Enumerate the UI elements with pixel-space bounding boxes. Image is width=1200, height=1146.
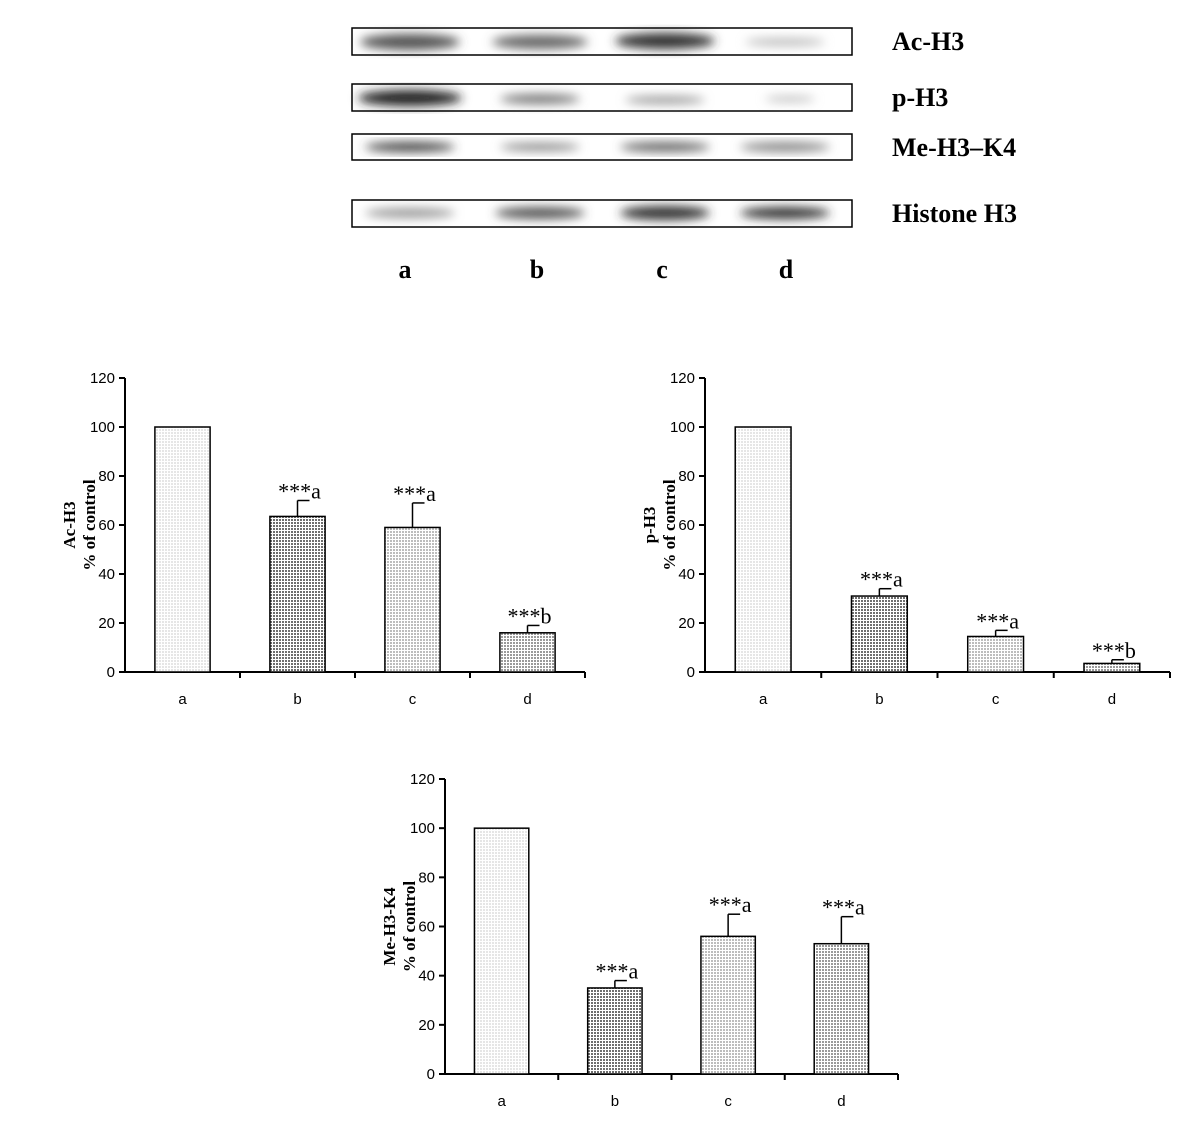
y-tick-label: 120 <box>90 370 115 387</box>
y-axis-label: % of control <box>400 881 419 973</box>
blot-row-label: p-H3 <box>892 83 948 112</box>
y-axis-label: p-H3 <box>640 507 659 544</box>
blot-row-label: Me-H3–K4 <box>892 133 1016 162</box>
y-tick-label: 80 <box>418 869 435 886</box>
bands <box>365 206 830 220</box>
y-tick-label: 100 <box>670 419 695 436</box>
x-tick-label: c <box>992 691 1000 708</box>
y-tick-label: 0 <box>107 664 115 681</box>
y-axis-label: Me-H3-K4 <box>380 887 399 966</box>
y-tick-label: 20 <box>678 615 695 632</box>
annotation: ***a <box>976 608 1019 633</box>
x-tick-label: b <box>293 691 301 708</box>
bands <box>365 142 830 152</box>
annotation: ***b <box>1092 638 1136 663</box>
blot-row-label: Ac-H3 <box>892 27 964 56</box>
y-tick-label: 60 <box>98 517 115 534</box>
y-tick-label: 0 <box>687 664 695 681</box>
y-tick-label: 40 <box>678 566 695 583</box>
bar <box>850 595 909 673</box>
x-tick-label: d <box>523 691 531 708</box>
bar <box>1083 662 1141 673</box>
y-tick-label: 40 <box>418 968 435 985</box>
lane-label: a <box>399 255 412 284</box>
annotation: ***a <box>709 892 752 917</box>
x-tick-label: c <box>409 691 417 708</box>
y-tick-label: 80 <box>678 468 695 485</box>
bar <box>734 426 792 673</box>
bands <box>358 90 815 106</box>
y-tick-label: 20 <box>418 1017 435 1034</box>
y-axis-label: % of control <box>660 479 679 571</box>
annotation: ***a <box>278 479 321 504</box>
bar <box>966 635 1025 673</box>
x-tick-label: a <box>178 691 187 708</box>
x-tick-label: c <box>724 1093 732 1110</box>
annotation: ***a <box>393 481 436 506</box>
bar <box>586 987 643 1075</box>
bar <box>700 935 757 1075</box>
blot-row-label: Histone H3 <box>892 199 1017 228</box>
y-tick-label: 100 <box>410 820 435 837</box>
y-tick-label: 40 <box>98 566 115 583</box>
bands <box>360 33 825 50</box>
lane-label: b <box>530 255 544 284</box>
y-axis-label: Ac-H3 <box>60 501 79 548</box>
y-tick-label: 120 <box>670 370 695 387</box>
annotation: ***a <box>860 567 903 592</box>
western-blot <box>351 27 853 228</box>
lane-label: c <box>656 255 668 284</box>
y-tick-label: 100 <box>90 419 115 436</box>
x-tick-label: d <box>1108 691 1116 708</box>
bar <box>473 827 530 1075</box>
bar <box>154 426 211 673</box>
bar <box>499 632 556 673</box>
x-tick-label: a <box>759 691 768 708</box>
x-tick-label: a <box>497 1093 506 1110</box>
y-tick-label: 60 <box>418 919 435 936</box>
x-tick-label: d <box>837 1093 845 1110</box>
annotation: ***b <box>508 603 552 628</box>
annotation: ***a <box>822 895 865 920</box>
y-tick-label: 0 <box>427 1066 435 1083</box>
bar <box>269 515 326 673</box>
y-tick-label: 120 <box>410 771 435 788</box>
y-tick-label: 80 <box>98 468 115 485</box>
annotation: ***a <box>595 959 638 984</box>
bar <box>384 526 441 673</box>
bar <box>813 942 870 1075</box>
lane-label: d <box>779 255 794 284</box>
x-tick-label: b <box>611 1093 619 1110</box>
y-tick-label: 60 <box>678 517 695 534</box>
y-tick-label: 20 <box>98 615 115 632</box>
x-tick-label: b <box>875 691 883 708</box>
y-axis-label: % of control <box>80 479 99 571</box>
